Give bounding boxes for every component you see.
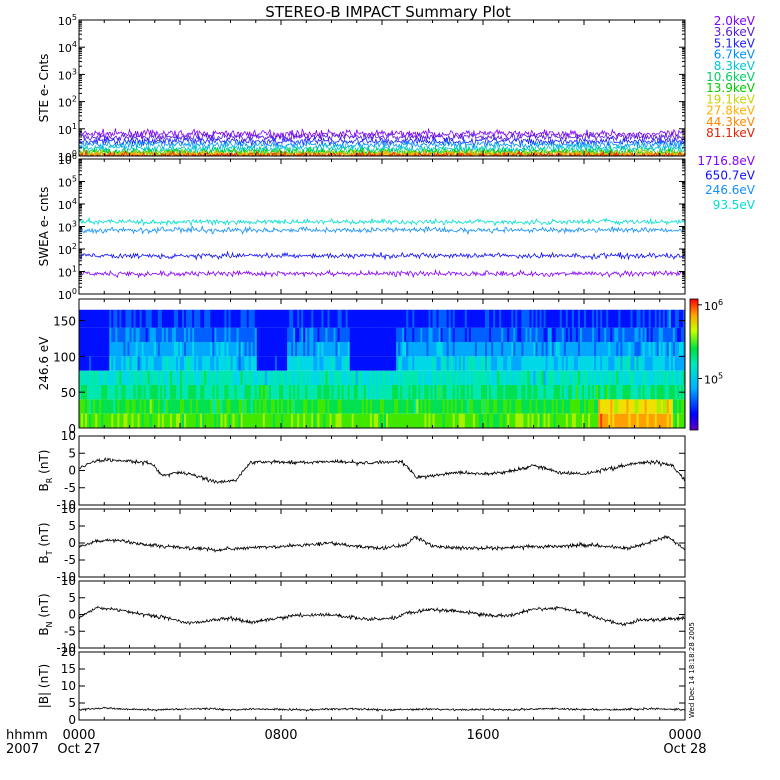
timestamp-stamp: Wed Dec 14 18:18:28 2005 <box>688 622 696 718</box>
ste-ytick-label: 105 <box>58 13 77 28</box>
br-ytick-label: 10 <box>61 429 76 443</box>
bn-ytick-label: 10 <box>61 574 76 588</box>
ste-legend-entry: 19.1keV <box>706 92 756 106</box>
swea-series-line <box>78 216 686 227</box>
bn-frame <box>78 580 686 649</box>
ste-legend-entry: 27.8keV <box>706 104 756 118</box>
bn-ytick-label: 0 <box>68 608 76 622</box>
ste-ytick-label: 102 <box>58 95 77 110</box>
ste-ytick-label: 100 <box>58 149 77 164</box>
bn-ytick-label: -5 <box>64 624 76 638</box>
swea-ytick-label: 103 <box>58 220 77 235</box>
swea-ytick-label: 100 <box>58 287 77 302</box>
bmag-ytick-label: 0 <box>68 713 76 727</box>
ste-legend-entry: 2.0keV <box>714 14 756 28</box>
br-ytick-label: -5 <box>64 481 76 495</box>
bt-ytick-label: -10 <box>56 570 76 584</box>
ste-ytick-label: 103 <box>58 67 77 82</box>
ste-legend-entry: 6.7keV <box>714 48 756 62</box>
ste-legend-entry: 44.3keV <box>706 115 756 129</box>
swea-ytick-label: 106 <box>58 152 77 167</box>
swea-series-line <box>78 225 686 236</box>
pad-ytick-label: 0 <box>68 422 76 436</box>
swea-series-line <box>78 250 686 261</box>
time-tick-label: 1600 <box>466 728 499 743</box>
swea-ytick-label: 104 <box>58 197 77 212</box>
swea-legend-entry: 1716.8eV <box>697 154 755 168</box>
date-tick-label: Oct 28 <box>663 742 706 757</box>
bt-ytick-label: -5 <box>64 553 76 567</box>
br-ytick-label: -10 <box>56 498 76 512</box>
bn-series-line <box>78 605 686 627</box>
panel-br: -10 -5 0 5 10 BR (nT) <box>37 429 686 512</box>
ste-legend-entry: 81.1keV <box>706 126 756 140</box>
pad-ytick-label: 100 <box>53 350 76 364</box>
bmag-ytick-label: 5 <box>68 696 76 710</box>
panel-bn: -10 -5 0 5 10 BN (nT) <box>37 574 686 655</box>
date-tick-label: Oct 27 <box>57 742 100 757</box>
bmag-series-line <box>78 706 686 712</box>
pad-ylabel: 246.6 eV <box>37 336 51 391</box>
bmag-ytick-label: 15 <box>61 662 76 676</box>
ste-series-line <box>78 131 686 143</box>
swea-ytick-label: 101 <box>58 265 77 280</box>
ste-ytick-label: 104 <box>58 40 77 55</box>
bt-frame <box>78 508 686 578</box>
swea-ylabel: SWEA e- cnts <box>37 187 51 267</box>
bmag-ylabel: |B| (nT) <box>37 664 51 708</box>
ste-legend-entry: 5.1keV <box>714 36 756 50</box>
bt-series-line <box>78 534 686 553</box>
bn-ytick-label: -10 <box>56 641 76 655</box>
panel-ste: 2.0keV3.6keV5.1keV6.7keV8.3keV10.6keV13.… <box>37 13 756 164</box>
panel-bmag: 0 5 10 15 20 |B| (nT) <box>37 645 686 727</box>
plot-title: STEREO-B IMPACT Summary Plot <box>265 3 511 21</box>
br-ylabel: BR (nT) <box>37 450 54 492</box>
ste-series-line <box>78 142 686 155</box>
bt-ytick-label: 5 <box>68 519 76 533</box>
corner-label-year: 2007 <box>6 742 39 757</box>
colorbar <box>689 298 699 431</box>
br-series-line <box>78 457 686 485</box>
swea-ytick-label: 105 <box>58 175 77 190</box>
ste-series-line <box>78 128 686 140</box>
time-tick-label: 0800 <box>264 728 297 743</box>
bn-ytick-label: 5 <box>68 591 76 605</box>
ste-ytick-label: 101 <box>58 122 77 137</box>
time-tick-label: 0000 <box>62 728 95 743</box>
br-frame <box>78 435 686 506</box>
ste-ylabel: STE e- Cnts <box>37 54 51 123</box>
pad-heatmap <box>79 309 685 428</box>
ste-legend-entry: 13.9keV <box>706 81 756 95</box>
swea-legend-entry: 246.6eV <box>705 183 756 197</box>
swea-series-line <box>78 268 686 279</box>
colorbar-tick-label: 105 <box>704 372 723 387</box>
corner-label-hhmm: hhmm <box>6 728 48 743</box>
swea-legend-entry: 650.7eV <box>705 169 756 183</box>
bt-ytick-label: 0 <box>68 536 76 550</box>
bt-ylabel: BT (nT) <box>37 522 54 563</box>
colorbar-tick-label: 106 <box>704 298 723 313</box>
pad-ytick-label: 150 <box>53 315 76 329</box>
bt-ytick-label: 10 <box>61 502 76 516</box>
bn-ylabel: BN (nT) <box>37 593 54 635</box>
br-ytick-label: 5 <box>68 446 76 460</box>
ste-series-line <box>78 135 686 147</box>
ste-legend-entry: 10.6keV <box>706 70 756 84</box>
ste-legend-entry: 8.3keV <box>714 59 756 73</box>
panel-bt: -10 -5 0 5 10 BT (nT) <box>37 502 686 584</box>
pad-ytick-label: 50 <box>61 386 76 400</box>
ste-legend-entry: 3.6keV <box>714 25 756 39</box>
swea-ytick-label: 102 <box>58 242 77 257</box>
time-tick-label: 0000 <box>668 728 701 743</box>
br-ytick-label: 0 <box>68 464 76 478</box>
ste-series-line <box>78 139 686 151</box>
swea-legend-entry: 93.5eV <box>713 198 756 212</box>
bmag-ytick-label: 10 <box>61 679 76 693</box>
bmag-ytick-label: 20 <box>61 645 76 659</box>
